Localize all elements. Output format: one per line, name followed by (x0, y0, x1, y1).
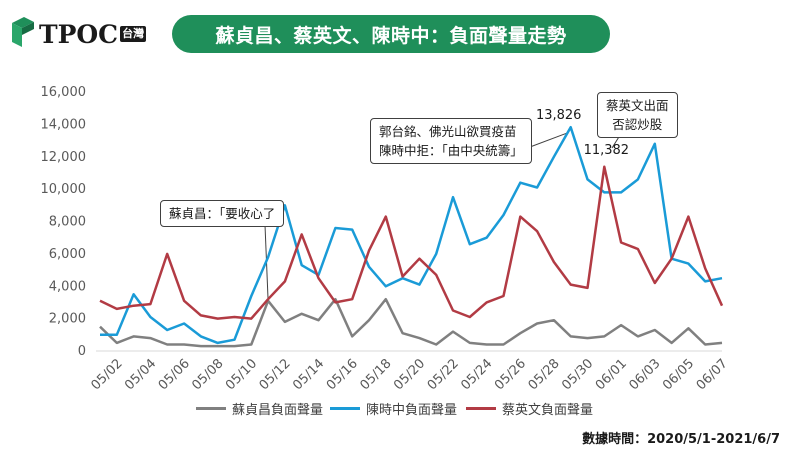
legend-label-su: 蘇貞昌負面聲量 (232, 403, 324, 418)
x-tick-label: 05/06 (156, 356, 193, 393)
x-tick-label: 05/26 (492, 356, 529, 393)
series-line-tsai (99, 165, 724, 320)
callout-su: 蘇貞昌：「要收心了 (160, 200, 285, 227)
peak-label-tsai: 11,382 (584, 143, 630, 158)
data-period-note: 數據時間：2020/5/1-2021/6/7 (582, 432, 780, 447)
callout-tsai-line1: 蔡英文出面 (606, 98, 669, 113)
chart-legend: 蘇貞昌負面聲量 陳時中負面聲量 蔡英文負面聲量 (0, 399, 800, 419)
x-tick-label: 05/20 (391, 356, 428, 393)
series-line-chen (100, 125, 723, 345)
y-axis: 0 2,000 4,000 6,000 8,000 10,000 12,000 14,000 1… (41, 85, 87, 359)
peak-labels: 13,826 11,382 (536, 108, 629, 158)
x-tick-label: 05/12 (257, 356, 294, 393)
y-tick-label: 2,000 (49, 312, 86, 327)
x-tick-label: 05/04 (122, 356, 159, 393)
x-tick-label: 06/07 (694, 356, 731, 393)
callout-tsai: 蔡英文出面 否認炒股 (597, 92, 678, 138)
legend-swatch-chen (330, 407, 360, 410)
x-tick-label: 05/22 (425, 356, 462, 393)
x-tick-label: 06/01 (593, 356, 630, 393)
x-axis: 05/0205/0405/0605/0805/1005/1205/1405/16… (89, 356, 731, 393)
x-tick-label: 05/02 (89, 356, 126, 393)
legend-label-tsai: 蔡英文負面聲量 (502, 403, 594, 418)
legend-swatch-tsai (466, 407, 496, 410)
legend-item-chen: 陳時中負面聲量 (330, 399, 457, 418)
callout-chen: 郭台銘、佛光山欲買疫苗 陳時中拒：「由中央統籌」 (370, 118, 532, 164)
x-tick-label: 06/05 (660, 356, 697, 393)
x-tick-label: 05/28 (526, 356, 563, 393)
callout-tsai-line2: 否認炒股 (612, 117, 663, 132)
legend-label-chen: 陳時中負面聲量 (366, 403, 458, 418)
tpoc-logo-icon (12, 17, 34, 47)
y-tick-label: 0 (78, 344, 86, 359)
logo-text: TPOC (39, 19, 119, 49)
x-tick-label: 05/30 (559, 356, 596, 393)
x-tick-label: 05/10 (223, 356, 260, 393)
logo-badge: 台灣 (120, 26, 147, 42)
callout-su-text: 蘇貞昌：「要收心了 (169, 206, 276, 221)
x-tick-label: 06/03 (626, 356, 663, 393)
legend-item-tsai: 蔡英文負面聲量 (466, 399, 593, 418)
y-tick-label: 8,000 (49, 215, 86, 230)
x-tick-label: 05/18 (358, 356, 395, 393)
callout-chen-line2: 陳時中拒：「由中央統籌」 (379, 143, 523, 158)
series-lines (99, 125, 724, 348)
chart-title-text: 蘇貞昌、蔡英文、陳時中：負面聲量走勢 (215, 24, 567, 47)
x-tick-label: 05/24 (458, 356, 495, 393)
peak-label-chen: 13,826 (536, 108, 582, 123)
tpoc-logo: TPOC 台灣 (10, 14, 147, 54)
y-tick-label: 6,000 (49, 247, 86, 262)
y-tick-label: 10,000 (41, 182, 87, 197)
y-tick-label: 16,000 (41, 85, 87, 100)
x-tick-label: 05/14 (290, 356, 327, 393)
y-tick-label: 12,000 (41, 150, 87, 165)
y-tick-label: 4,000 (49, 279, 86, 294)
series-line-su (99, 297, 723, 348)
y-tick-label: 14,000 (41, 117, 87, 132)
x-tick-label: 05/08 (189, 356, 226, 393)
legend-item-su: 蘇貞昌負面聲量 (196, 399, 323, 418)
chart-title: 蘇貞昌、蔡英文、陳時中：負面聲量走勢 (172, 15, 610, 53)
x-tick-label: 05/16 (324, 356, 361, 393)
callout-chen-line1: 郭台銘、佛光山欲買疫苗 (379, 124, 517, 139)
legend-swatch-su (196, 407, 226, 410)
